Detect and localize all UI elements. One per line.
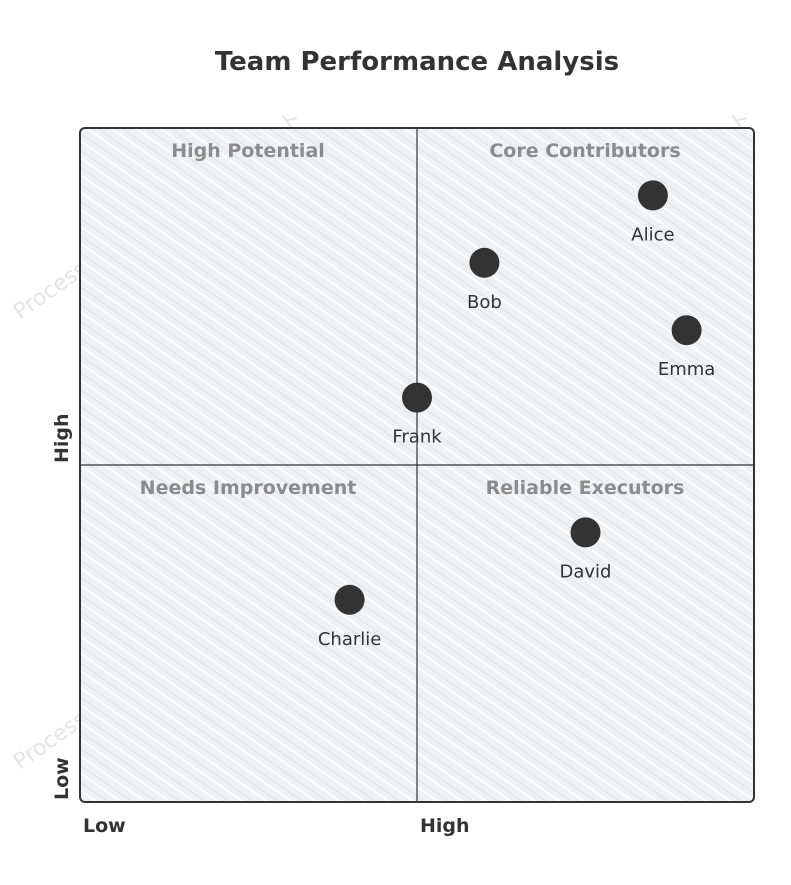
data-point-david — [570, 517, 601, 548]
data-point-label: Alice — [631, 224, 674, 245]
data-point-alice — [637, 180, 668, 211]
y-axis-low-label: Low — [51, 757, 73, 800]
quadrant-label-needs-improvement: Needs Improvement — [140, 477, 357, 499]
data-point-emma — [671, 315, 702, 346]
data-point-label: Frank — [392, 427, 442, 448]
x-axis-low-label: Low — [83, 815, 126, 837]
x-axis-high-label: High — [420, 815, 470, 837]
data-point-frank — [402, 382, 432, 413]
data-point-label: Charlie — [318, 629, 381, 650]
quadrant-label-core-contributors: Core Contributors — [489, 140, 680, 162]
data-point-charlie — [334, 584, 365, 615]
data-point-label: Emma — [658, 359, 715, 380]
data-point-label: David — [560, 561, 612, 582]
points-layer: Alice Bob Emma Frank David Charlie — [318, 180, 715, 650]
data-point-label: Bob — [467, 292, 502, 313]
y-axis-high-label: High — [51, 413, 73, 463]
data-point-bob — [469, 247, 500, 278]
chart-title: Team Performance Analysis — [215, 47, 619, 77]
quadrant-label-reliable-executors: Reliable Executors — [486, 477, 685, 499]
quadrant-label-high-potential: High Potential — [171, 140, 325, 162]
